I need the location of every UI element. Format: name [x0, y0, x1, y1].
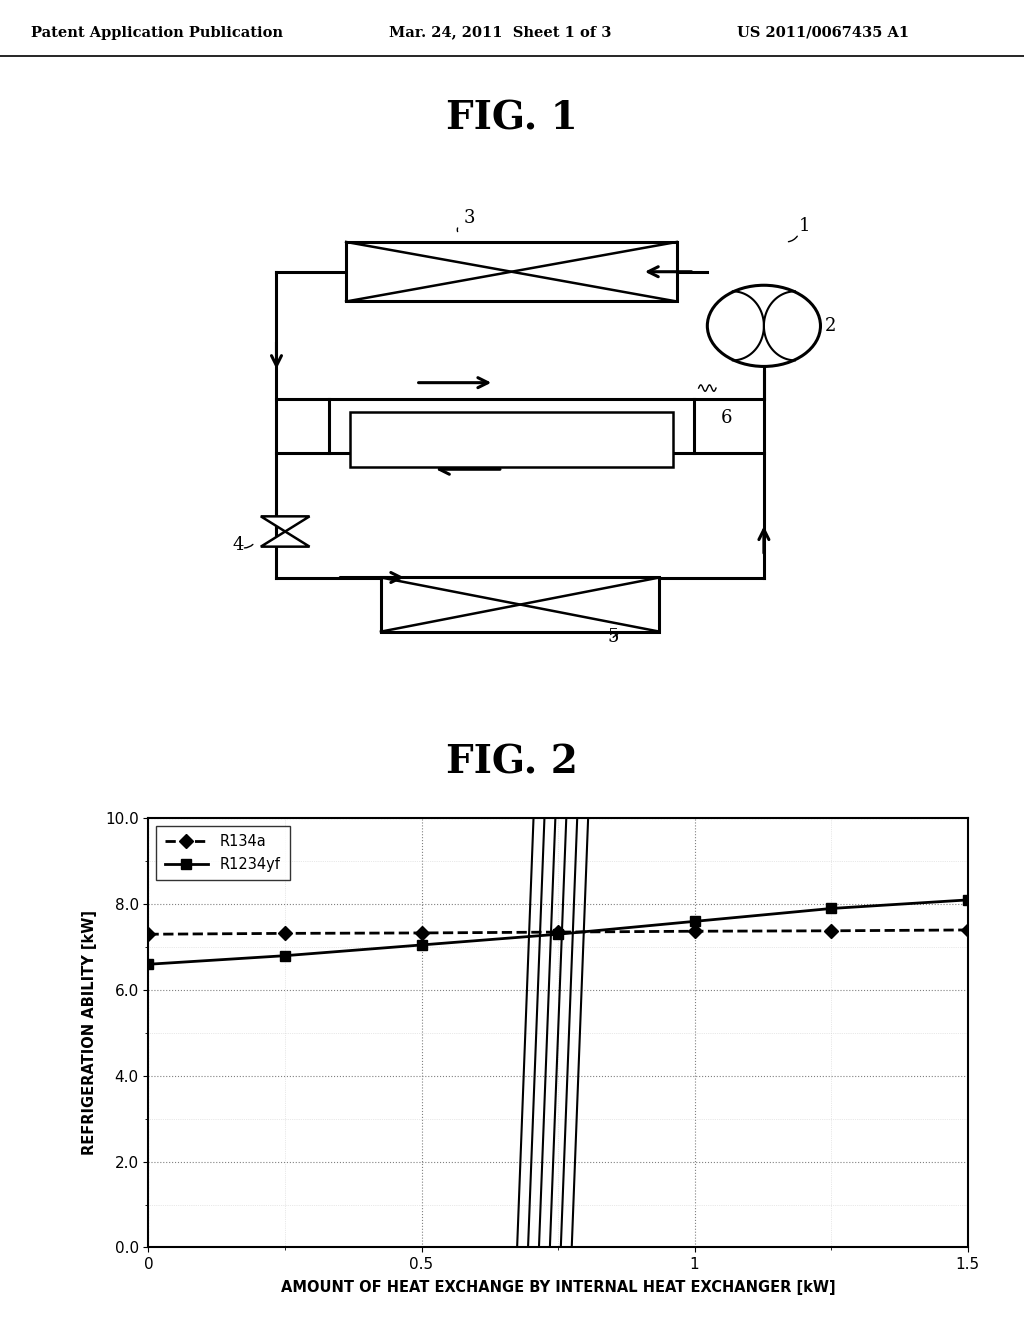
- Text: FIG. 2: FIG. 2: [446, 743, 578, 781]
- R1234yf: [142, 956, 155, 972]
- Text: Mar. 24, 2011  Sheet 1 of 3: Mar. 24, 2011 Sheet 1 of 3: [389, 25, 611, 40]
- Bar: [350, 412, 673, 466]
- Text: 5: 5: [607, 628, 618, 647]
- Legend: R134a, R1234yf: R134a, R1234yf: [156, 826, 290, 880]
- Text: 2: 2: [825, 317, 837, 335]
- R1234yf: [688, 913, 700, 929]
- X-axis label: AMOUNT OF HEAT EXCHANGE BY INTERNAL HEAT EXCHANGER [kW]: AMOUNT OF HEAT EXCHANGE BY INTERNAL HEAT…: [281, 1280, 836, 1295]
- Bar: [381, 577, 659, 631]
- Line: R134a: R134a: [143, 925, 973, 939]
- Y-axis label: REFRIGERATION ABILITY [kW]: REFRIGERATION ABILITY [kW]: [82, 911, 96, 1155]
- Line: R1234yf: R1234yf: [143, 895, 973, 969]
- R134a: [688, 923, 700, 939]
- R1234yf: [279, 948, 291, 964]
- R134a: [142, 927, 155, 942]
- Bar: [329, 399, 694, 453]
- Text: FIG. 1: FIG. 1: [446, 100, 578, 137]
- Text: 3: 3: [464, 209, 475, 227]
- R134a: [279, 925, 291, 941]
- Bar: [346, 242, 677, 301]
- R1234yf: [962, 892, 974, 908]
- Polygon shape: [261, 532, 309, 546]
- Text: 1: 1: [799, 216, 810, 235]
- Text: US 2011/0067435 A1: US 2011/0067435 A1: [737, 25, 909, 40]
- Text: 6: 6: [721, 409, 732, 428]
- R134a: [825, 923, 838, 939]
- R134a: [552, 924, 564, 940]
- R1234yf: [416, 937, 428, 953]
- R134a: [416, 925, 428, 941]
- Text: Patent Application Publication: Patent Application Publication: [31, 25, 283, 40]
- Polygon shape: [261, 516, 309, 532]
- R1234yf: [825, 900, 838, 916]
- Ellipse shape: [708, 285, 820, 367]
- R134a: [962, 921, 974, 937]
- R1234yf: [552, 927, 564, 942]
- Text: 4: 4: [233, 536, 245, 554]
